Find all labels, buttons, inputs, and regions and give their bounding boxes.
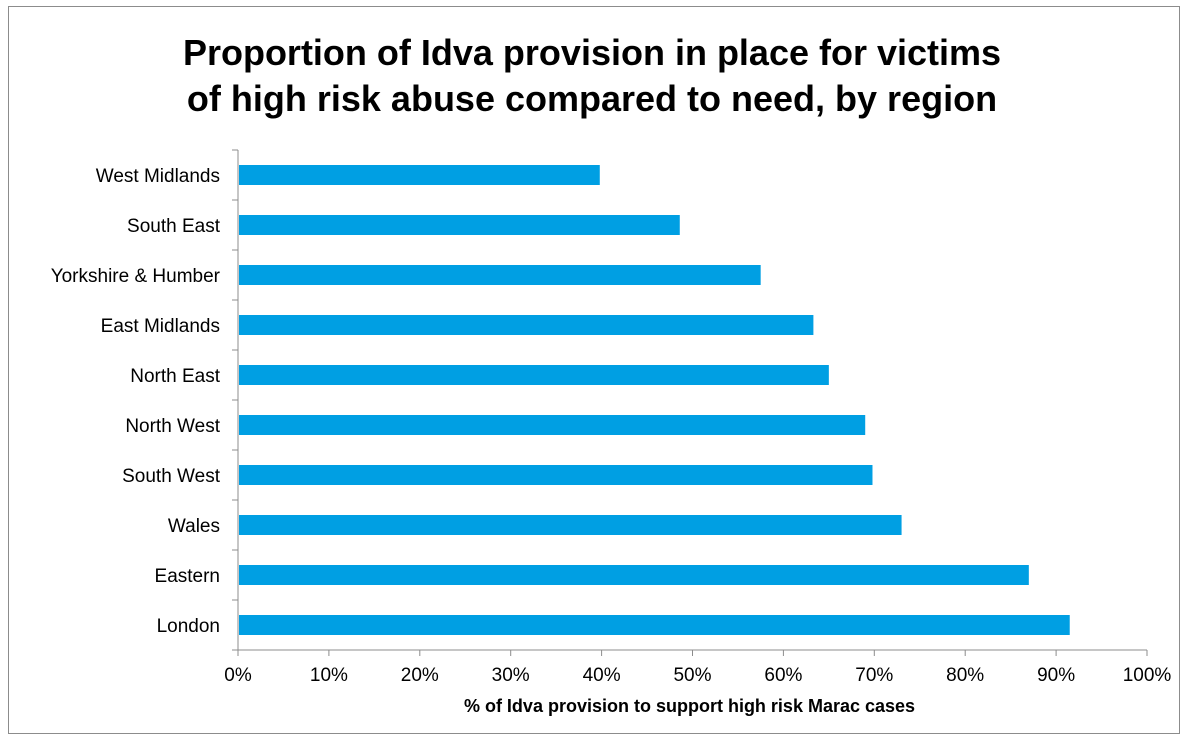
category-label: North East <box>130 366 220 387</box>
x-tick-label: 30% <box>492 665 530 686</box>
x-tick-label: 10% <box>310 665 348 686</box>
x-tick-label: 80% <box>946 665 984 686</box>
category-labels-group: West Midlands South East Yorkshire & Humbe… <box>51 166 221 637</box>
x-tick-label: 90% <box>1037 665 1075 686</box>
category-label: South East <box>127 216 221 237</box>
chart-title: Proportion of Idva provision in place fo… <box>0 30 1184 122</box>
bar-yorkshire-humber <box>239 265 761 285</box>
category-label: Yorkshire & Humber <box>51 266 221 287</box>
bar-south-east <box>239 215 680 235</box>
bar-eastern <box>239 565 1029 585</box>
x-tick-label: 40% <box>583 665 621 686</box>
category-label: South West <box>122 466 221 487</box>
category-label: East Midlands <box>101 316 220 337</box>
category-label: Eastern <box>155 566 220 587</box>
chart-title-line-1: Proportion of Idva provision in place fo… <box>182 32 1002 73</box>
x-tick-label: 50% <box>673 665 711 686</box>
bar-north-east <box>239 365 829 385</box>
tick-labels-group: 0% 10% 20% 30% 40% 50% 60% 70% 80% 90% 100% <box>224 665 1171 686</box>
x-axis-title: % of Idva provision to support high risk… <box>464 696 915 716</box>
x-tick-label: 20% <box>401 665 439 686</box>
bar-north-west <box>239 415 866 435</box>
x-tick-label: 70% <box>855 665 893 686</box>
chart-title-line-2: of high risk abuse compared to need, by … <box>186 78 998 119</box>
bar-london <box>239 615 1070 635</box>
bar-west-midlands <box>239 165 600 185</box>
bar-east-midlands <box>239 315 814 335</box>
x-tick-label: 100% <box>1123 665 1172 686</box>
bar-south-west <box>239 465 873 485</box>
axes-group <box>232 149 1148 656</box>
category-label: West Midlands <box>96 166 220 187</box>
x-tick-label: 60% <box>764 665 802 686</box>
x-tick-label: 0% <box>224 665 252 686</box>
category-label: London <box>157 616 220 637</box>
bars-group <box>239 165 1070 635</box>
category-label: Wales <box>168 516 220 537</box>
category-label: North West <box>125 416 220 437</box>
bar-wales <box>239 515 902 535</box>
